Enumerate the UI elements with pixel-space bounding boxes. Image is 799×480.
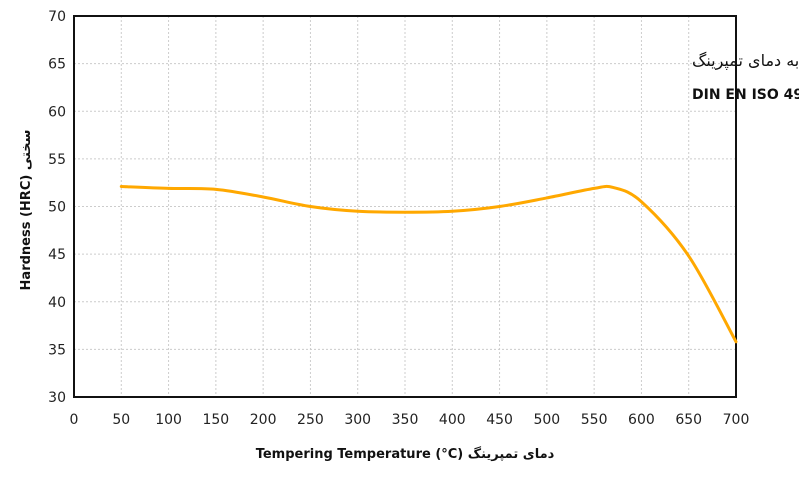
y-tick-label: 30 <box>48 390 66 406</box>
tick-labels: 0 50 100 150 200 250 300 350 400 450 500 550 600 650 7… <box>48 9 749 428</box>
plot-frame <box>73 15 737 398</box>
x-tick-label: 150 <box>202 412 229 428</box>
annotation-standard: بر اساس DIN EN ISO 4957:2018 <box>692 87 799 103</box>
y-tick-label: 50 <box>48 200 66 216</box>
x-tick-label: 700 <box>723 412 750 428</box>
y-tick-label: 55 <box>48 152 66 168</box>
y-tick-label: 60 <box>48 104 66 120</box>
x-tick-label: 350 <box>392 412 419 428</box>
y-tick-label: 35 <box>48 342 66 358</box>
x-tick-label: 450 <box>486 412 513 428</box>
y-axis-label: Hardness (HRC) سختی <box>19 130 34 291</box>
x-axis-label: Tempering Temperature (°C) دمای تمپرینگ <box>256 446 555 462</box>
x-tick-label: 100 <box>155 412 182 428</box>
y-tick-label: 65 <box>48 57 66 73</box>
x-tick-label: 50 <box>112 412 130 428</box>
y-tick-label: 40 <box>48 295 66 311</box>
x-tick-label: 250 <box>297 412 324 428</box>
series-line <box>119 184 738 344</box>
x-tick-label: 400 <box>439 412 466 428</box>
x-tick-label: 300 <box>344 412 371 428</box>
x-tick-label: 600 <box>628 412 655 428</box>
x-tick-label: 650 <box>675 412 702 428</box>
x-tick-label: 500 <box>533 412 560 428</box>
grid <box>73 15 737 398</box>
annotation-title: نمـودار سختی به دمای تمپرینگ <box>692 51 799 71</box>
x-tick-label: 550 <box>581 412 608 428</box>
x-tick-label: 200 <box>250 412 277 428</box>
y-tick-label: 45 <box>48 247 66 263</box>
y-tick-label: 70 <box>48 9 66 25</box>
x-tick-label: 0 <box>70 412 79 428</box>
